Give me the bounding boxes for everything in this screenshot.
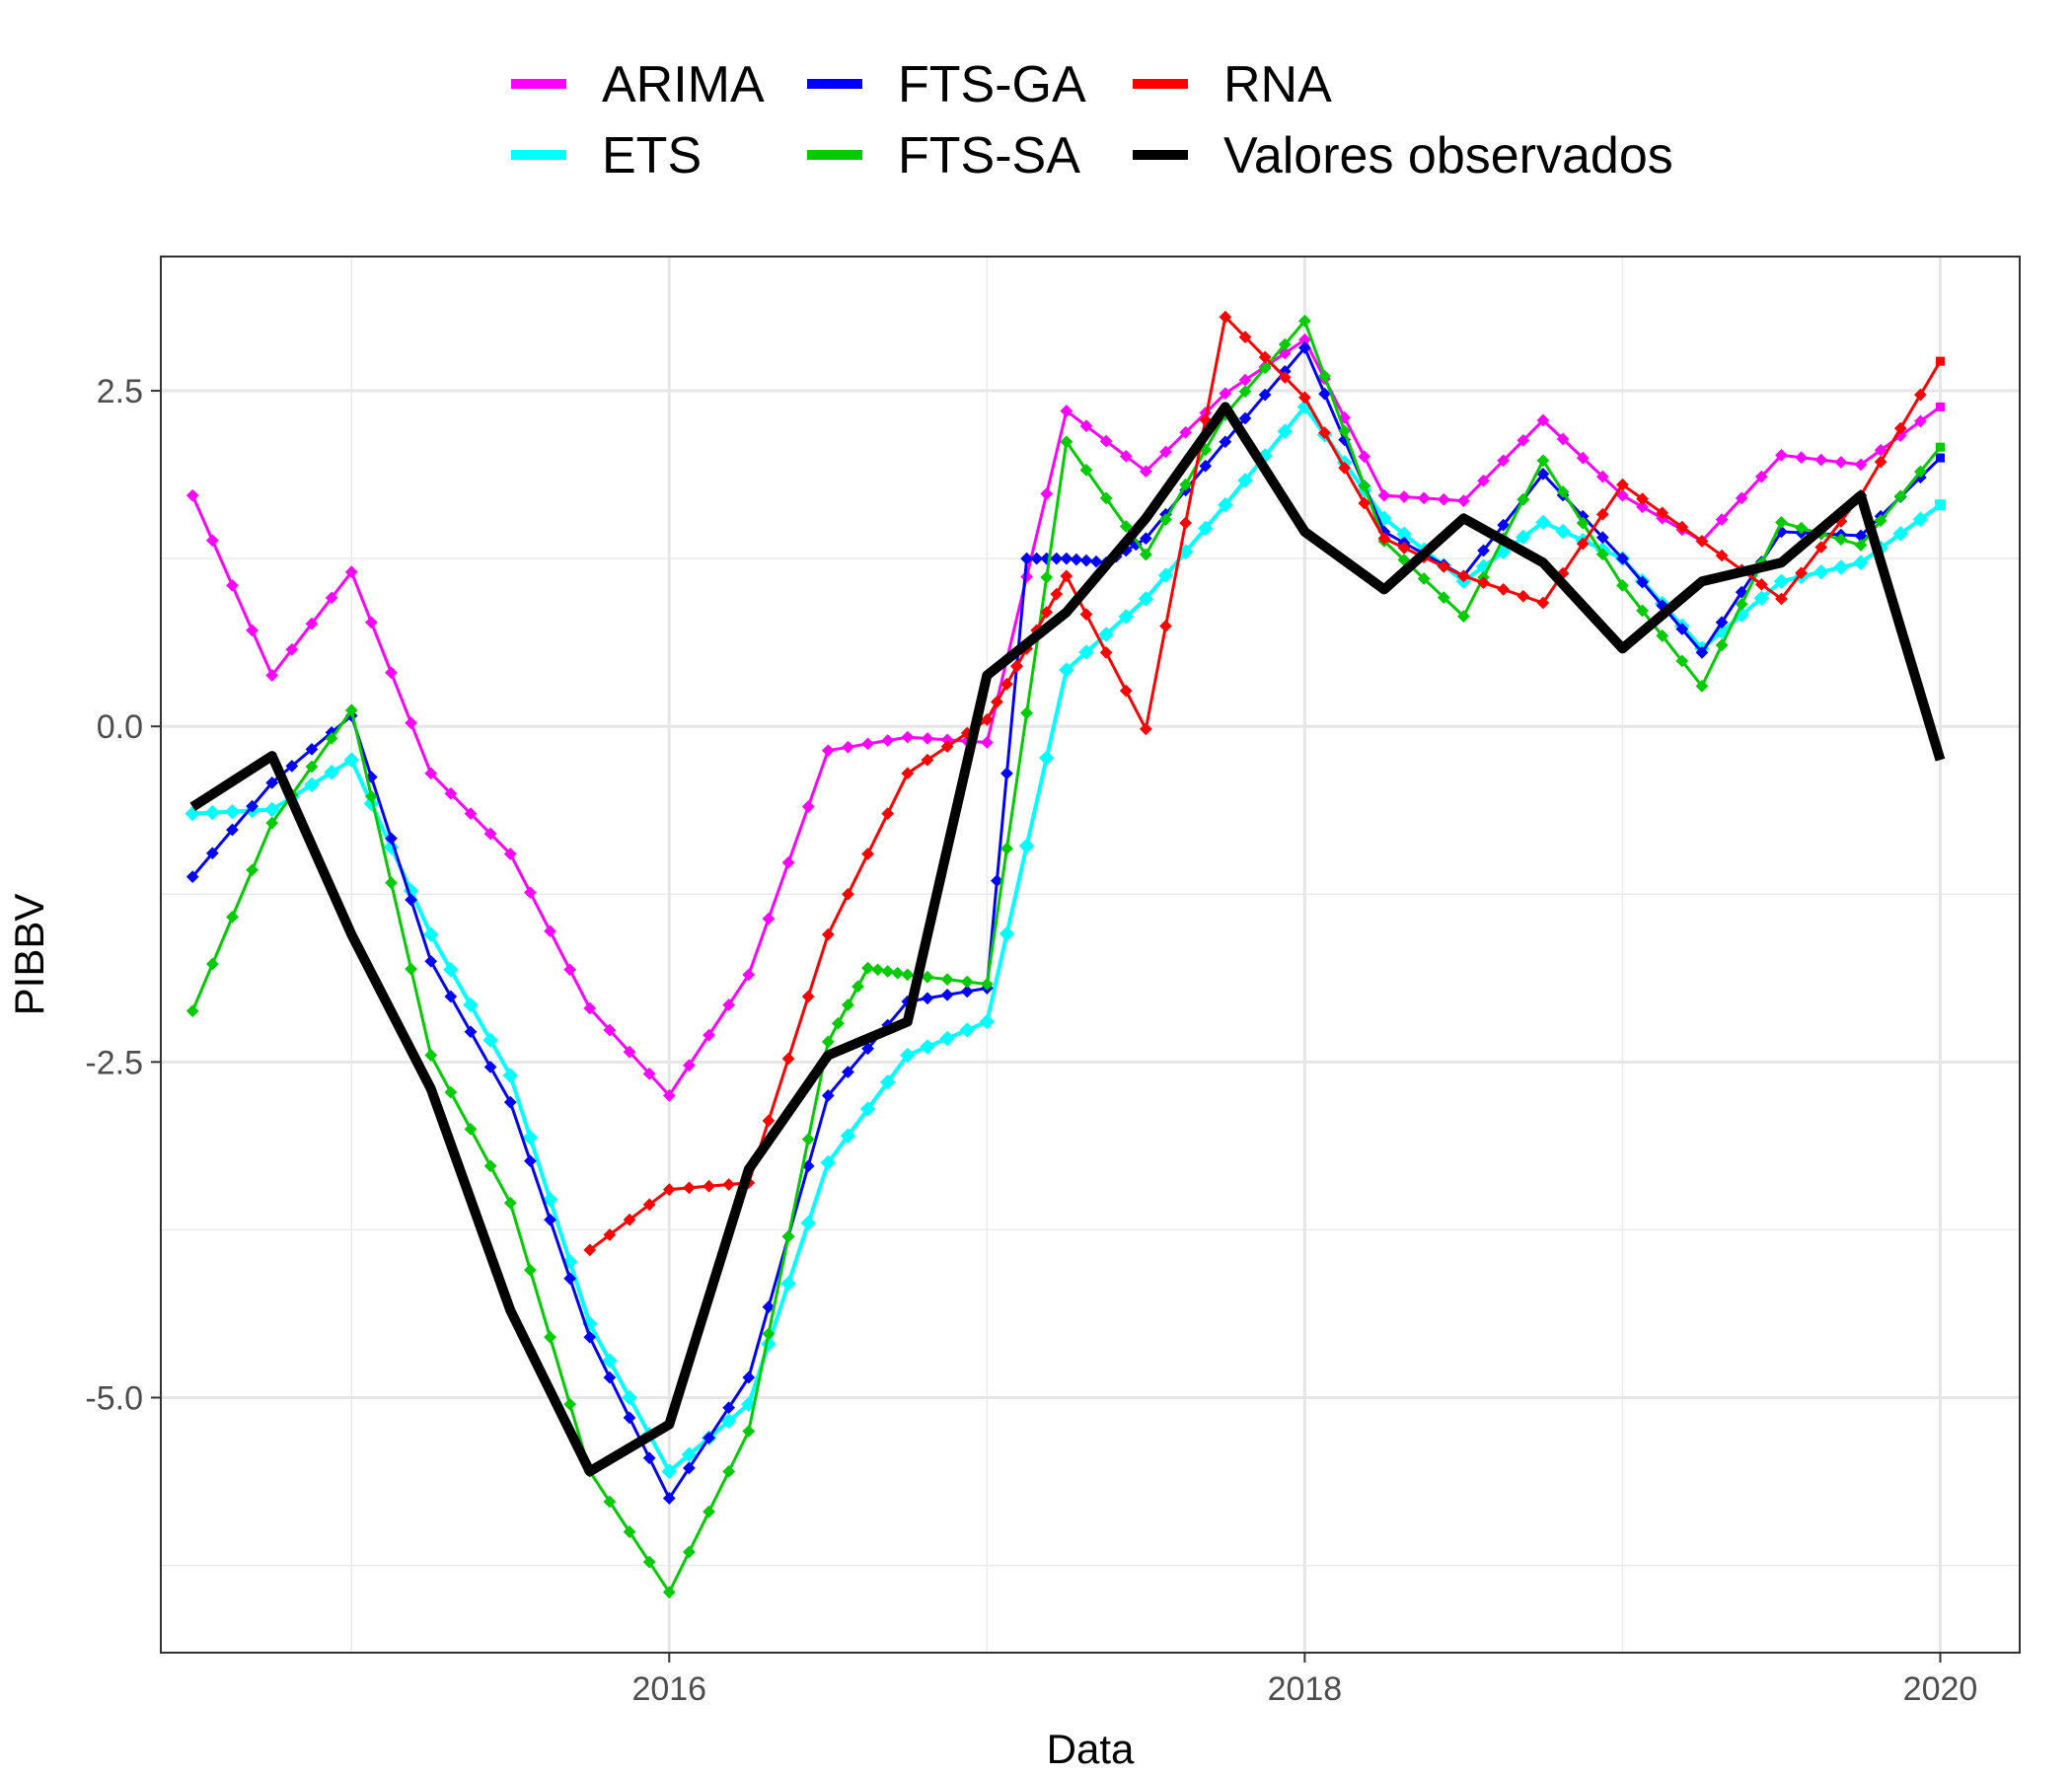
series-point	[1078, 644, 1094, 660]
series-point	[1018, 838, 1035, 854]
x-tick-label: 2016	[631, 1670, 706, 1708]
legend: ARIMA ETS FTS-GA FTS-SA RNA Valores observado…	[511, 56, 1673, 185]
x-tick-label: 2020	[1903, 1670, 1978, 1708]
series-point	[800, 1215, 816, 1231]
series-point	[542, 1192, 558, 1208]
series-point	[224, 803, 241, 820]
series-point	[720, 1413, 737, 1430]
series-point	[1853, 555, 1869, 570]
series-point	[1935, 442, 1945, 452]
series-point	[1098, 627, 1114, 642]
y-tick-label: 2.5	[97, 373, 143, 410]
series-point	[1892, 526, 1909, 542]
series-point	[939, 1030, 955, 1047]
legend-item: FTS-SA	[807, 127, 1080, 185]
series-point	[1934, 499, 1946, 511]
series-point	[879, 1073, 896, 1090]
series-point	[1277, 423, 1294, 439]
series-point	[1059, 662, 1074, 678]
series-point	[959, 1022, 975, 1038]
series-point	[1833, 559, 1849, 575]
series-point	[920, 1039, 935, 1055]
legend-item: ETS	[511, 127, 702, 185]
series-point	[780, 1276, 796, 1292]
x-tick-label: 2018	[1268, 1670, 1343, 1708]
series-point	[820, 1154, 837, 1171]
series-point	[1813, 563, 1829, 580]
legend-label: FTS-GA	[898, 56, 1086, 113]
x-axis-title: Data	[1047, 1726, 1135, 1772]
series-point	[1237, 473, 1253, 488]
series-point	[1935, 356, 1945, 366]
legend-item: ARIMA	[511, 56, 765, 113]
legend-item: FTS-GA	[807, 56, 1086, 113]
series-point	[185, 488, 199, 502]
series-point	[900, 1047, 916, 1064]
series-point	[602, 1353, 618, 1369]
series-point	[1157, 567, 1174, 583]
series-point	[1038, 750, 1055, 766]
series-point	[1912, 511, 1929, 528]
series-point	[661, 1463, 678, 1480]
legend-label: Valores observados	[1223, 127, 1673, 185]
plot-border	[160, 256, 2021, 1654]
series-point	[1555, 523, 1571, 540]
y-tick-label: 0.0	[97, 708, 143, 746]
series-point	[1935, 453, 1945, 463]
legend-item: RNA	[1133, 56, 1332, 113]
series-point	[840, 1128, 856, 1144]
y-tick-label: -2.5	[85, 1044, 143, 1081]
series-point	[482, 1032, 498, 1049]
series-point	[1516, 529, 1531, 546]
series-point	[1118, 609, 1135, 625]
series-point	[1197, 520, 1214, 537]
legend-label: ARIMA	[602, 56, 765, 113]
series-point	[1773, 573, 1790, 590]
y-axis-title: PIBBV	[6, 894, 52, 1016]
series-point	[1535, 514, 1551, 531]
series-point	[522, 1130, 539, 1146]
legend-item: Valores observados	[1133, 127, 1673, 185]
series-valores-observados	[189, 402, 1946, 1477]
axes: 2016 2018 2020 -5.0 -2.5 0.0 2.5	[85, 373, 1977, 1708]
series-point	[185, 1004, 199, 1018]
series-point	[1218, 496, 1233, 513]
series-point	[1753, 590, 1770, 607]
series-point	[622, 1389, 637, 1406]
series-point	[502, 1068, 519, 1083]
series-point	[979, 1013, 996, 1030]
legend-label: ETS	[602, 127, 702, 185]
series-point	[1935, 402, 1945, 411]
legend-label: RNA	[1223, 56, 1332, 113]
series-line	[189, 402, 1946, 1477]
series-point	[681, 1446, 698, 1463]
legend-label: FTS-SA	[898, 127, 1080, 185]
series-point	[204, 804, 221, 821]
series-point	[1138, 591, 1154, 607]
y-tick-label: -5.0	[85, 1379, 143, 1417]
series-point	[1636, 500, 1649, 514]
series-point	[999, 925, 1015, 942]
series-point	[859, 1101, 876, 1117]
series-point	[1396, 526, 1412, 543]
